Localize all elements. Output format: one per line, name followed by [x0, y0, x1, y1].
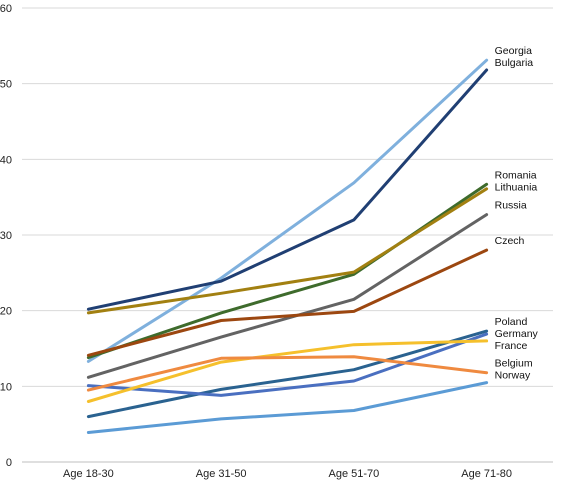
series-line-romania: [86, 182, 489, 360]
y-tick-label: 20: [0, 306, 12, 318]
series-line-bulgaria: [86, 68, 489, 311]
series-label-france: France: [495, 340, 528, 352]
series-line-france: [86, 339, 489, 403]
series-label-lithuania: Lithuania: [495, 181, 538, 193]
y-axis-ticks: 0 10 20 30 40 50 60: [0, 3, 12, 469]
series-label-russia: Russia: [495, 200, 527, 212]
series-line-germany: [86, 332, 489, 397]
series-line-norway: [86, 381, 489, 434]
series-line-georgia: [86, 58, 489, 363]
x-tick-label: Age 71-80: [461, 468, 512, 480]
series-line-lithuania: [86, 187, 489, 315]
x-tick-label: Age 31-50: [196, 468, 247, 480]
x-axis-ticks: Age 18-30 Age 31-50 Age 51-70 Age 71-80: [63, 468, 512, 480]
x-tick-label: Age 51-70: [328, 468, 379, 480]
series-label-germany: Germany: [495, 328, 539, 340]
y-tick-label: 10: [0, 381, 12, 393]
series-lines: [86, 58, 489, 434]
series-label-poland: Poland: [495, 316, 528, 328]
series-line-russia: [86, 213, 489, 379]
series-label-norway: Norway: [495, 370, 531, 382]
series-label-georgia: Georgia: [495, 45, 533, 57]
y-tick-label: 40: [0, 154, 12, 166]
series-label-czech: Czech: [495, 235, 525, 247]
series-label-romania: Romania: [495, 169, 537, 181]
y-tick-label: 0: [6, 457, 12, 469]
series-line-czech: [86, 248, 489, 357]
grid-layer: [22, 7, 553, 463]
series-line-belgium: [86, 355, 489, 392]
y-tick-label: 50: [0, 79, 12, 91]
series-line-poland: [86, 329, 489, 419]
y-tick-label: 30: [0, 230, 12, 242]
y-tick-label: 60: [0, 3, 12, 15]
x-tick-label: Age 18-30: [63, 468, 114, 480]
series-label-belgium: Belgium: [495, 358, 533, 370]
series-label-bulgaria: Bulgaria: [495, 57, 534, 69]
